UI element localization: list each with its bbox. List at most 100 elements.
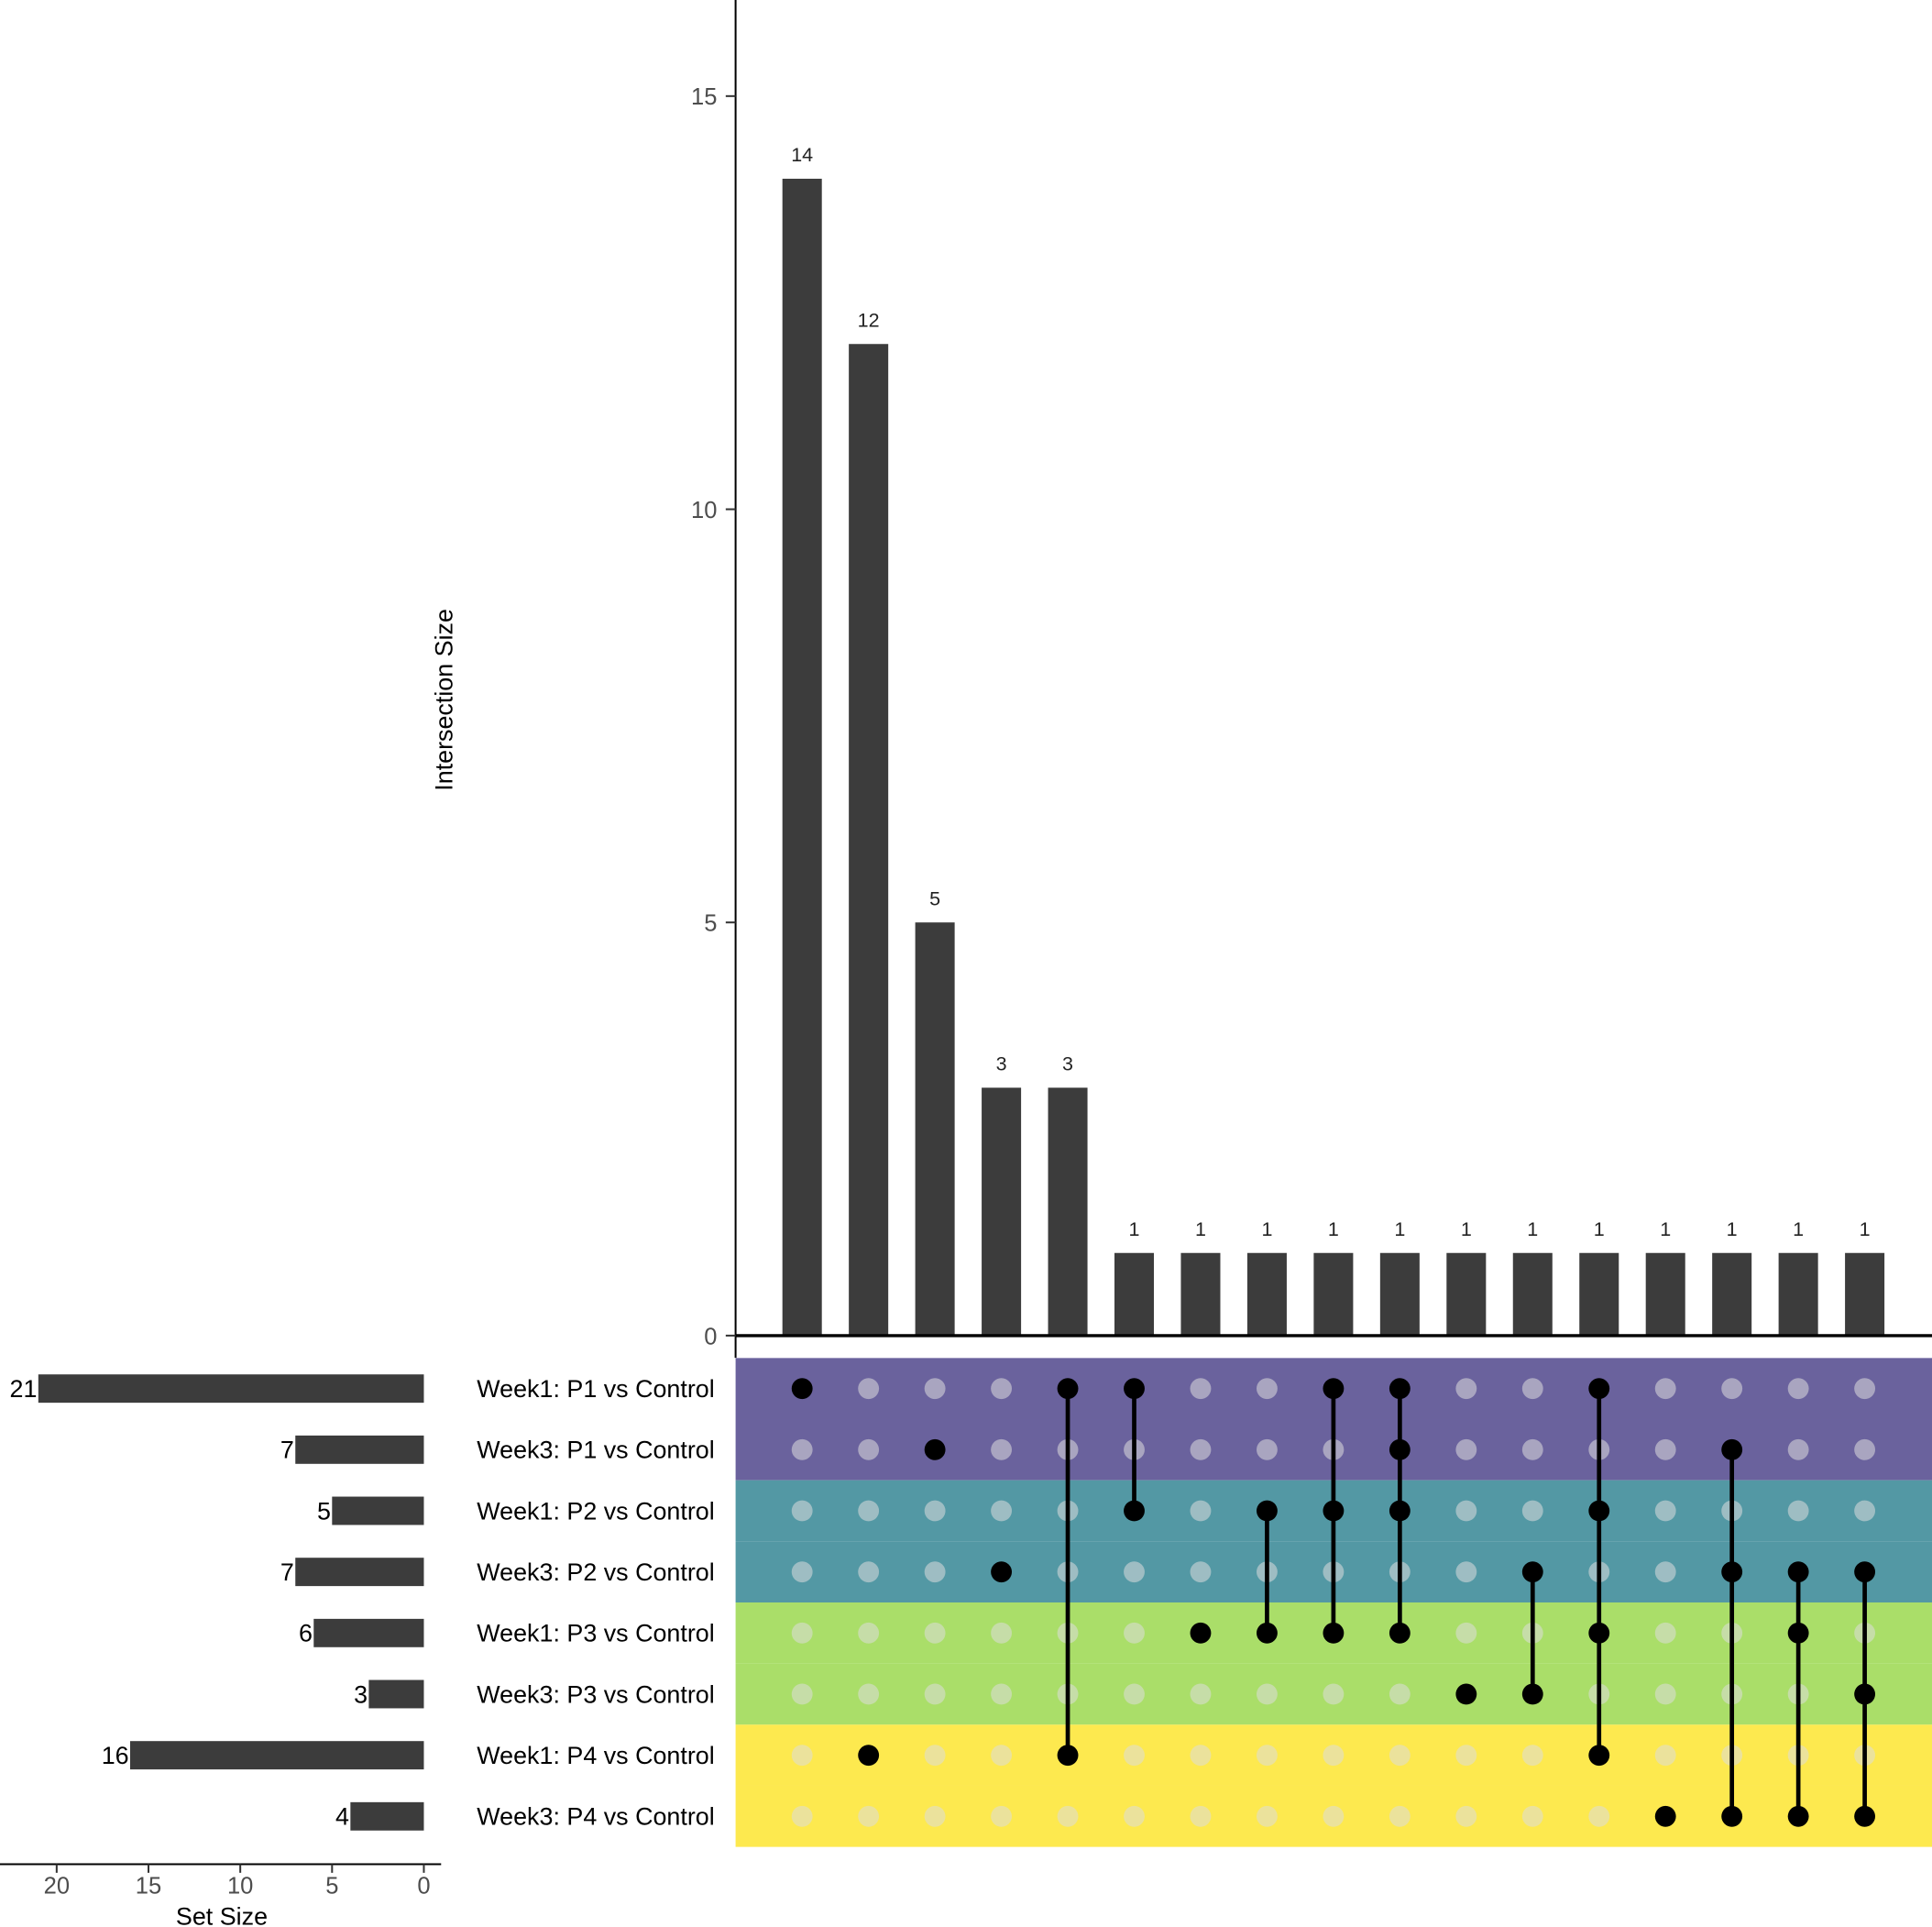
set-name-label: Week1: P4 vs Control (477, 1742, 714, 1769)
intersection-bar-label: 1 (1793, 1218, 1804, 1240)
set-name-label: Week3: P4 vs Control (477, 1803, 714, 1831)
matrix-dot-active (1190, 1622, 1212, 1644)
matrix-dot-inactive (1124, 1561, 1145, 1583)
matrix-dot-active (1455, 1683, 1477, 1705)
matrix-dot-inactive (1190, 1561, 1212, 1583)
matrix-dot-inactive (1124, 1805, 1145, 1827)
intersection-bar (1778, 1252, 1818, 1336)
set-size-bar (313, 1618, 424, 1647)
intersection-bar (1114, 1252, 1155, 1336)
matrix-dot-active (1257, 1622, 1278, 1644)
matrix-dot-inactive (1854, 1500, 1876, 1522)
intersection-bar-label: 12 (858, 309, 880, 331)
matrix-dot-inactive (1190, 1805, 1212, 1827)
matrix-dot-inactive (858, 1561, 880, 1583)
matrix-dot-active (858, 1745, 880, 1767)
y-tick-label: 0 (704, 1324, 717, 1349)
matrix-dot-inactive (991, 1438, 1013, 1460)
y-tick-label: 10 (691, 498, 717, 523)
matrix-dot-active (1323, 1622, 1345, 1644)
matrix-dots (791, 1378, 1876, 1827)
intersection-bar-label: 1 (1328, 1218, 1339, 1240)
matrix-dot-active (791, 1378, 813, 1400)
matrix-dot-active (1787, 1561, 1809, 1583)
matrix-dot-inactive (1124, 1622, 1145, 1644)
matrix-dot-inactive (1455, 1805, 1477, 1827)
intersection-bar-label: 1 (1527, 1218, 1538, 1240)
matrix-dot-active (1389, 1438, 1411, 1460)
intersection-bar-label: 1 (1394, 1218, 1405, 1240)
matrix-dot-inactive (1787, 1500, 1809, 1522)
set-size-tick-label: 20 (44, 1874, 70, 1899)
matrix-dot-active (1057, 1378, 1079, 1400)
set-name-label: Week1: P3 vs Control (477, 1620, 714, 1647)
matrix-dot-inactive (1787, 1378, 1809, 1400)
intersection-bar (1712, 1252, 1752, 1336)
matrix-dot-active (1521, 1561, 1543, 1583)
set-size-axis: 0 5 10 15 20 (0, 1863, 442, 1899)
matrix-dot-inactive (1389, 1805, 1411, 1827)
matrix-dot-inactive (924, 1805, 946, 1827)
matrix-dot-inactive (1787, 1438, 1809, 1460)
matrix-dot-active (924, 1438, 946, 1460)
matrix-dot-inactive (1057, 1805, 1079, 1827)
matrix-dot-inactive (1124, 1683, 1145, 1705)
matrix-dot-active (1521, 1683, 1543, 1705)
matrix-dot-inactive (924, 1500, 946, 1522)
matrix-dot-inactive (1455, 1378, 1477, 1400)
intersection-bar (1512, 1252, 1553, 1336)
matrix-dot-inactive (991, 1378, 1013, 1400)
matrix-dot-active (1854, 1805, 1876, 1827)
set-size-bar-label: 4 (335, 1803, 349, 1831)
matrix-dot-inactive (1654, 1683, 1676, 1705)
matrix-dot-inactive (791, 1438, 813, 1460)
matrix-dot-active (1588, 1745, 1610, 1767)
matrix-dot-inactive (791, 1622, 813, 1644)
set-size-bar (350, 1801, 424, 1831)
matrix-dot-inactive (791, 1683, 813, 1705)
matrix-dot-active (1787, 1805, 1809, 1827)
matrix-dot-inactive (1257, 1805, 1278, 1827)
matrix-dot-active (1323, 1500, 1345, 1522)
intersection-bars: 14 12 5 3 3 1 1 1 1 1 1 1 1 1 1 1 1 (782, 144, 1885, 1336)
intersection-bar (849, 344, 889, 1336)
matrix-dot-active (1588, 1622, 1610, 1644)
matrix-dot-inactive (1654, 1438, 1676, 1460)
matrix-dot-inactive (1854, 1378, 1876, 1400)
matrix-dot-inactive (1323, 1683, 1345, 1705)
matrix-dot-inactive (991, 1622, 1013, 1644)
set-size-bar-label: 3 (354, 1680, 368, 1708)
matrix-dot-inactive (1323, 1745, 1345, 1767)
set-size-bar (295, 1435, 424, 1464)
matrix-dot-active (1389, 1622, 1411, 1644)
intersection-bar-label: 1 (1261, 1218, 1272, 1240)
set-size-bars: 21 Week1: P1 vs Control 7 Week3: P1 vs Cont… (10, 1374, 715, 1831)
matrix-dot-inactive (791, 1500, 813, 1522)
intersection-bar (782, 178, 822, 1336)
set-size-bar-label: 16 (102, 1742, 129, 1769)
matrix-dot-inactive (791, 1745, 813, 1767)
intersection-bar (1579, 1252, 1619, 1336)
matrix-dot-inactive (858, 1438, 880, 1460)
set-size-tick-label: 0 (417, 1874, 430, 1899)
matrix-dot-inactive (991, 1500, 1013, 1522)
matrix-dot-inactive (1654, 1378, 1676, 1400)
set-name-label: Week3: P1 vs Control (477, 1437, 714, 1464)
y-tick-label: 5 (704, 911, 717, 937)
matrix-dot-active (1854, 1561, 1876, 1583)
matrix-dot-inactive (1257, 1683, 1278, 1705)
matrix-dot-inactive (1521, 1805, 1543, 1827)
matrix-dot-inactive (1854, 1438, 1876, 1460)
matrix-dot-inactive (1521, 1500, 1543, 1522)
intersection-bar (1313, 1252, 1354, 1336)
matrix-dot-inactive (991, 1683, 1013, 1705)
matrix-dot-inactive (1257, 1438, 1278, 1460)
matrix-dot-inactive (791, 1805, 813, 1827)
matrix-dot-inactive (1521, 1378, 1543, 1400)
set-size-bar (129, 1741, 424, 1770)
set-size-tick-label: 5 (325, 1874, 338, 1899)
intersection-bar-label: 1 (1727, 1218, 1738, 1240)
matrix-dot-inactive (1455, 1561, 1477, 1583)
matrix-dot-inactive (1521, 1745, 1543, 1767)
